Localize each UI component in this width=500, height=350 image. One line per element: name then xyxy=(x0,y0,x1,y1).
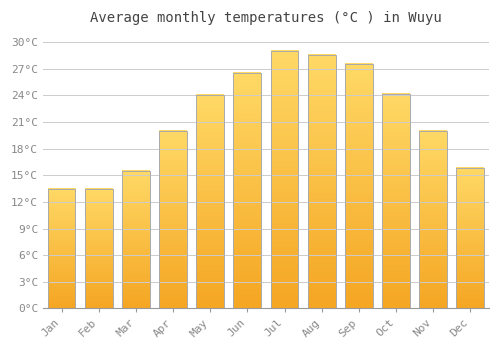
Title: Average monthly temperatures (°C ) in Wuyu: Average monthly temperatures (°C ) in Wu… xyxy=(90,11,442,25)
Bar xyxy=(308,55,336,308)
Bar xyxy=(196,96,224,308)
Bar xyxy=(345,64,373,308)
Bar xyxy=(456,168,484,308)
Bar xyxy=(48,189,76,308)
Bar xyxy=(159,131,187,308)
Bar xyxy=(122,171,150,308)
Bar xyxy=(85,189,112,308)
Bar xyxy=(270,51,298,308)
Bar xyxy=(419,131,447,308)
Bar xyxy=(382,93,410,308)
Bar xyxy=(234,73,262,308)
